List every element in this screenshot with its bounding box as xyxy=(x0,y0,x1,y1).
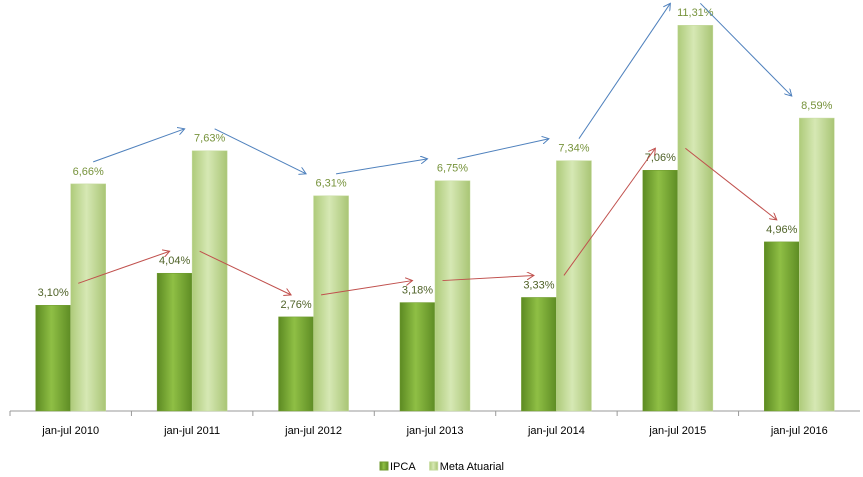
bar xyxy=(35,305,71,412)
value-label: 6,66% xyxy=(73,166,104,178)
x-tick-label: jan-jul 2011 xyxy=(163,425,220,437)
trend-arrow xyxy=(199,250,291,295)
trend-arrow xyxy=(578,3,670,139)
value-label: 2,76% xyxy=(280,299,311,311)
value-label: 6,31% xyxy=(315,178,346,190)
trend-arrow xyxy=(93,129,184,163)
value-label: 3,33% xyxy=(523,279,554,291)
bar xyxy=(764,241,800,412)
trend-arrow xyxy=(442,275,534,282)
bar xyxy=(278,316,314,412)
value-label: 7,06% xyxy=(645,152,676,164)
trend-arrow xyxy=(563,148,655,276)
value-label: 4,04% xyxy=(159,255,190,267)
bar xyxy=(642,170,679,412)
value-label: 7,63% xyxy=(194,133,225,145)
bar xyxy=(677,25,714,412)
legend-label: Meta Atuarial xyxy=(440,461,504,473)
value-label: 11,31% xyxy=(677,7,714,19)
legend-swatch xyxy=(429,461,439,471)
bar xyxy=(521,297,557,412)
bar xyxy=(70,183,106,412)
trend-arrow xyxy=(335,159,427,175)
trend-arrow xyxy=(214,128,306,174)
x-tick-label: jan-jul 2010 xyxy=(41,425,99,437)
bar xyxy=(399,302,436,412)
value-label: 3,18% xyxy=(402,284,433,296)
x-tick-label: jan-jul 2015 xyxy=(648,425,706,437)
bar xyxy=(556,160,592,412)
x-tick-label: jan-jul 2013 xyxy=(406,425,464,437)
x-tick-label: jan-jul 2014 xyxy=(527,425,585,437)
legend-swatch xyxy=(379,461,389,471)
value-label: 4,96% xyxy=(766,224,797,236)
x-tick-label: jan-jul 2016 xyxy=(770,425,828,437)
trend-arrow xyxy=(685,147,776,220)
value-label: 6,75% xyxy=(437,163,468,175)
bar xyxy=(434,180,471,412)
trend-arrow xyxy=(320,281,412,296)
bar xyxy=(313,195,349,412)
trend-arrow xyxy=(700,2,791,96)
bar xyxy=(156,272,193,412)
trend-arrow xyxy=(78,251,169,284)
bar xyxy=(191,150,228,412)
legend-label: IPCA xyxy=(390,461,416,473)
bar xyxy=(799,117,835,412)
value-label: 8,59% xyxy=(801,100,832,112)
trend-arrow xyxy=(457,139,549,160)
value-label: 7,34% xyxy=(558,143,589,155)
value-label: 3,10% xyxy=(38,287,69,299)
x-tick-label: jan-jul 2012 xyxy=(284,425,342,437)
